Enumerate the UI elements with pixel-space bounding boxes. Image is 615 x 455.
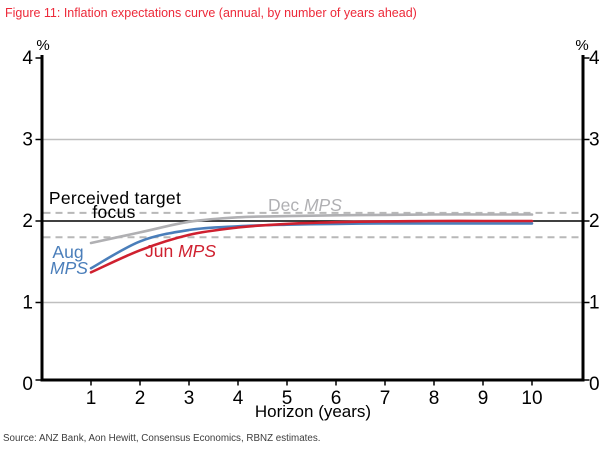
y-tick-label-left-0: 0 bbox=[22, 374, 33, 395]
annotation-perceived-target-line1: Perceived target bbox=[49, 188, 181, 208]
percent-label-right: % bbox=[575, 37, 588, 54]
series-label-jun-mps: Jun MPS bbox=[145, 241, 216, 261]
x-tick-label-5: 5 bbox=[282, 388, 293, 409]
series-jun-mps bbox=[89, 219, 534, 274]
y-tick-label-left-4: 4 bbox=[22, 48, 33, 69]
x-tick-label-6: 6 bbox=[331, 388, 342, 409]
series-aug-mps bbox=[89, 222, 534, 270]
inflation-expectations-chart: 1 2 3 4 5 6 7 8 9 10 0 1 2 3 4 0 1 2 3 4 % % Perceived ta… bbox=[22, 37, 600, 421]
x-tick-labels-group: 1 2 3 4 5 6 7 8 9 10 bbox=[86, 388, 543, 409]
series-label-aug-line1: Aug bbox=[52, 242, 83, 262]
series-label-jun-suffix: MPS bbox=[178, 241, 216, 261]
series-label-dec-prefix: Dec bbox=[268, 195, 304, 215]
figure-title: Figure 11: Inflation expectations curve … bbox=[5, 6, 417, 20]
y-tick-labels-left-group: 0 1 2 3 4 bbox=[22, 48, 33, 395]
series-label-aug-line2: MPS bbox=[50, 258, 88, 278]
x-tick-label-7: 7 bbox=[380, 388, 391, 409]
x-tick-label-1: 1 bbox=[86, 388, 97, 409]
y-tick-label-left-2: 2 bbox=[22, 211, 33, 232]
y-tick-label-right-0: 0 bbox=[589, 374, 600, 395]
x-axis-title: Horizon (years) bbox=[255, 402, 371, 421]
y-tick-labels-right-group: 0 1 2 3 4 bbox=[589, 48, 600, 395]
y-tick-label-right-2: 2 bbox=[589, 211, 600, 232]
y-tick-label-right-4: 4 bbox=[589, 48, 600, 69]
y-tick-label-left-1: 1 bbox=[22, 293, 33, 314]
series-group bbox=[89, 213, 534, 274]
x-tick-label-3: 3 bbox=[184, 388, 195, 409]
y-tick-label-right-3: 3 bbox=[589, 130, 600, 151]
annotation-perceived-target-line2: focus bbox=[92, 202, 135, 222]
series-dec-mps bbox=[89, 213, 534, 245]
x-tick-label-4: 4 bbox=[233, 388, 244, 409]
x-tick-label-2: 2 bbox=[135, 388, 146, 409]
y-tick-label-left-3: 3 bbox=[22, 130, 33, 151]
x-tick-label-9: 9 bbox=[478, 388, 489, 409]
percent-label-left: % bbox=[36, 37, 49, 54]
gridlines-group bbox=[43, 138, 582, 304]
y-tick-label-right-1: 1 bbox=[589, 293, 600, 314]
series-label-dec-mps: Dec MPS bbox=[268, 195, 342, 215]
series-label-jun-prefix: Jun bbox=[145, 241, 178, 261]
x-tick-label-10: 10 bbox=[521, 388, 542, 409]
source-note: Source: ANZ Bank, Aon Hewitt, Consensus … bbox=[3, 433, 321, 444]
x-tick-label-8: 8 bbox=[429, 388, 440, 409]
series-label-dec-suffix: MPS bbox=[304, 195, 342, 215]
